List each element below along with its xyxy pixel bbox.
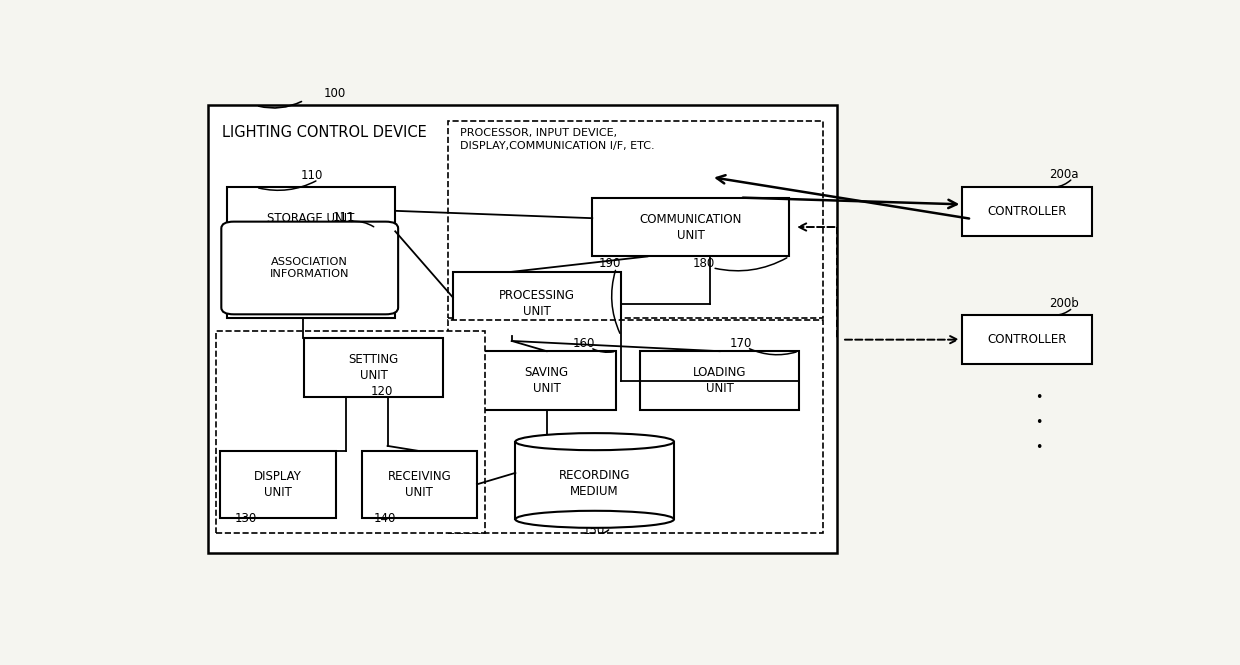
FancyBboxPatch shape <box>448 121 823 318</box>
Text: •
•
•: • • • <box>1035 392 1043 454</box>
Ellipse shape <box>516 433 675 450</box>
Text: 111: 111 <box>332 211 356 224</box>
FancyBboxPatch shape <box>962 188 1092 236</box>
Text: CONTROLLER: CONTROLLER <box>987 205 1066 218</box>
Text: STORAGE UNIT: STORAGE UNIT <box>268 212 355 225</box>
Ellipse shape <box>516 511 675 528</box>
Text: ASSOCIATION
INFORMATION: ASSOCIATION INFORMATION <box>270 257 350 279</box>
FancyBboxPatch shape <box>477 351 616 410</box>
Text: DISPLAY
UNIT: DISPLAY UNIT <box>254 469 303 499</box>
Text: 120: 120 <box>371 385 393 398</box>
FancyBboxPatch shape <box>208 105 837 553</box>
FancyBboxPatch shape <box>448 321 823 533</box>
FancyBboxPatch shape <box>216 331 485 533</box>
Text: 140: 140 <box>374 512 397 525</box>
Text: 200b: 200b <box>1049 297 1079 310</box>
Text: COMMUNICATION
UNIT: COMMUNICATION UNIT <box>640 213 742 241</box>
FancyBboxPatch shape <box>593 198 789 257</box>
FancyBboxPatch shape <box>453 272 621 336</box>
Text: SETTING
UNIT: SETTING UNIT <box>348 353 399 382</box>
Text: 130: 130 <box>234 512 257 525</box>
Text: 100: 100 <box>324 87 346 100</box>
Text: LIGHTING CONTROL DEVICE: LIGHTING CONTROL DEVICE <box>222 125 427 140</box>
Text: PROCESSING
UNIT: PROCESSING UNIT <box>498 289 575 319</box>
FancyBboxPatch shape <box>221 451 336 517</box>
FancyBboxPatch shape <box>227 188 396 318</box>
Text: 180: 180 <box>693 257 715 270</box>
Text: RECEIVING
UNIT: RECEIVING UNIT <box>387 469 451 499</box>
Text: CONTROLLER: CONTROLLER <box>987 333 1066 346</box>
Text: 190: 190 <box>599 257 621 270</box>
Text: 150: 150 <box>583 523 605 537</box>
Text: RECORDING
MEDIUM: RECORDING MEDIUM <box>559 469 630 497</box>
Text: SAVING
UNIT: SAVING UNIT <box>525 366 569 395</box>
FancyBboxPatch shape <box>155 80 1116 592</box>
FancyBboxPatch shape <box>362 451 477 517</box>
FancyBboxPatch shape <box>516 442 675 519</box>
Text: PROCESSOR, INPUT DEVICE,
DISPLAY,COMMUNICATION I/F, ETC.: PROCESSOR, INPUT DEVICE, DISPLAY,COMMUNI… <box>460 128 655 151</box>
FancyBboxPatch shape <box>962 315 1092 364</box>
Text: LOADING
UNIT: LOADING UNIT <box>693 366 746 395</box>
FancyBboxPatch shape <box>304 338 444 397</box>
FancyBboxPatch shape <box>640 351 799 410</box>
Text: 160: 160 <box>573 337 595 350</box>
Text: 110: 110 <box>301 169 324 182</box>
FancyBboxPatch shape <box>221 221 398 315</box>
Text: 200a: 200a <box>1049 168 1079 181</box>
Text: 170: 170 <box>729 337 751 350</box>
